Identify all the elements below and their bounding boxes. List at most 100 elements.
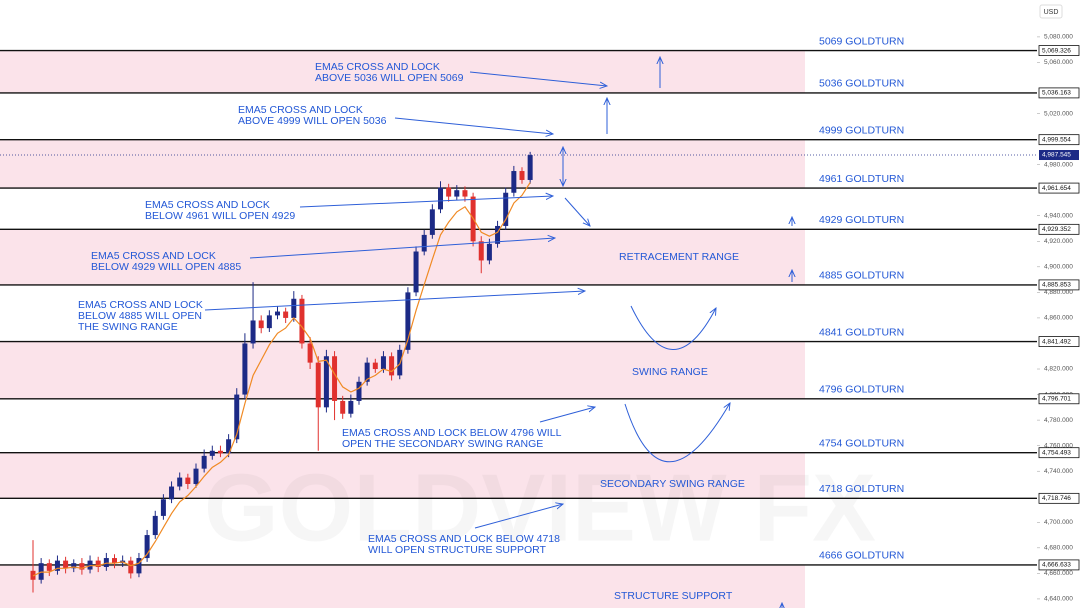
arrow xyxy=(249,238,555,259)
candle-body xyxy=(266,315,272,329)
level-box xyxy=(1038,279,1080,291)
candle-body xyxy=(275,311,280,316)
y-tick-label: 4,880.000 xyxy=(1044,289,1073,296)
y-tick-label: 5,020.000 xyxy=(1044,110,1073,117)
y-tick-label: 5,060.000 xyxy=(1044,59,1073,66)
level-box xyxy=(1038,134,1080,146)
candle-body xyxy=(332,356,338,401)
annotation: EMA5 CROSS AND LOCK xyxy=(145,199,270,211)
level-price-label: 4,718.746 xyxy=(1042,495,1071,502)
level-box xyxy=(1038,87,1080,99)
level-price-label: 4,929.352 xyxy=(1042,226,1071,233)
annotation: BELOW 4961 WILL OPEN 4929 xyxy=(145,210,295,222)
level-name: 5036 GOLDTURN xyxy=(819,78,904,90)
axis-bg xyxy=(1037,0,1080,608)
level-price-label: 4,841.492 xyxy=(1042,338,1071,345)
candle-body xyxy=(372,362,378,370)
level-name: 4841 GOLDTURN xyxy=(819,326,904,338)
arrow xyxy=(204,291,585,311)
candle-body xyxy=(87,560,93,570)
y-tick-label: 4,660.000 xyxy=(1044,570,1073,577)
arrow xyxy=(564,197,590,226)
level-box xyxy=(1038,223,1080,235)
candle-body xyxy=(315,362,321,408)
annotation: EMA5 CROSS AND LOCK xyxy=(78,299,203,311)
band xyxy=(0,452,805,499)
candle-body xyxy=(136,558,142,574)
band xyxy=(0,564,805,608)
level-box xyxy=(1038,45,1080,56)
y-tick-label: 4,700.000 xyxy=(1044,519,1073,526)
candle-body xyxy=(519,171,525,180)
level-price-label: 4,796.701 xyxy=(1042,395,1071,402)
y-tick-label: 5,080.000 xyxy=(1044,34,1073,41)
candle-body xyxy=(234,394,240,440)
annotations: 5069 GOLDTURN 5036 GOLDTURN 4999 GOLDTURN 4… xyxy=(78,35,904,601)
level-box xyxy=(1038,447,1080,459)
candle-body xyxy=(299,298,305,344)
ema-line xyxy=(32,182,531,577)
candle-body xyxy=(446,187,452,197)
candle-body xyxy=(193,468,199,484)
level-name: 4754 GOLDTURN xyxy=(819,437,904,449)
level-name: 5069 GOLDTURN xyxy=(819,35,904,47)
level-box xyxy=(1038,393,1080,405)
bands xyxy=(0,50,805,608)
candle-body xyxy=(160,499,166,516)
arrow xyxy=(539,407,595,423)
arrow xyxy=(474,504,563,529)
candle-body xyxy=(46,563,52,571)
y-tick-label: 4,920.000 xyxy=(1044,238,1073,245)
level-price-label: 4,885.853 xyxy=(1042,282,1071,289)
zone-label: SWING RANGE xyxy=(632,366,708,378)
candle-body xyxy=(291,298,297,318)
candle-body xyxy=(511,171,517,193)
level-box xyxy=(1038,336,1080,347)
candle-body xyxy=(250,320,256,344)
level-name: 4796 GOLDTURN xyxy=(819,384,904,396)
level-name: 4999 GOLDTURN xyxy=(819,124,904,136)
currency: USD xyxy=(1044,9,1059,16)
candle-body xyxy=(413,251,419,293)
zone-label: STRUCTURE SUPPORT xyxy=(614,590,733,602)
band xyxy=(0,229,805,285)
current-price-box xyxy=(1039,150,1079,161)
candle-body xyxy=(128,560,134,574)
annotation: EMA5 CROSS AND LOCK BELOW 4796 WILL xyxy=(342,427,562,439)
level-price-label: 4,999.554 xyxy=(1042,136,1071,143)
zone-label: SECONDARY SWING RANGE xyxy=(600,478,745,490)
annotation: EMA5 CROSS AND LOCK BELOW 4718 xyxy=(368,533,560,545)
level-price-label: 4,961.654 xyxy=(1042,185,1071,192)
annotation: BELOW 4885 WILL OPEN xyxy=(78,310,202,322)
level-price-label: 4,754.493 xyxy=(1042,449,1071,456)
current-price-label: 4,987.545 xyxy=(1042,152,1071,159)
candle-body xyxy=(429,209,435,235)
candle-body xyxy=(242,343,248,395)
candle-body xyxy=(177,477,183,487)
band xyxy=(0,139,805,189)
candle-body xyxy=(226,439,232,454)
candle-body xyxy=(389,356,395,376)
level-price-label: 5,069.326 xyxy=(1042,47,1071,54)
y-tick-label: 4,980.000 xyxy=(1044,161,1073,168)
level-name: 4718 GOLDTURN xyxy=(819,483,904,495)
arrow xyxy=(394,117,553,134)
candle-body xyxy=(478,241,484,261)
candle-body xyxy=(144,535,150,559)
annotation: ABOVE 5036 WILL OPEN 5069 xyxy=(315,72,464,84)
candle-body xyxy=(348,400,354,414)
candle-body xyxy=(152,515,158,536)
candle-body xyxy=(169,486,175,500)
candle-body xyxy=(495,225,501,244)
level-box xyxy=(1038,559,1080,571)
candle-body xyxy=(307,343,313,363)
candle-body xyxy=(38,563,44,580)
candle-body xyxy=(323,356,329,408)
level-price-label: 5,036.163 xyxy=(1042,90,1071,97)
arrow xyxy=(299,196,553,208)
candle-body xyxy=(258,320,264,329)
candle-body xyxy=(185,477,191,484)
level-name: 4666 GOLDTURN xyxy=(819,550,904,562)
swing-arc xyxy=(630,305,716,350)
